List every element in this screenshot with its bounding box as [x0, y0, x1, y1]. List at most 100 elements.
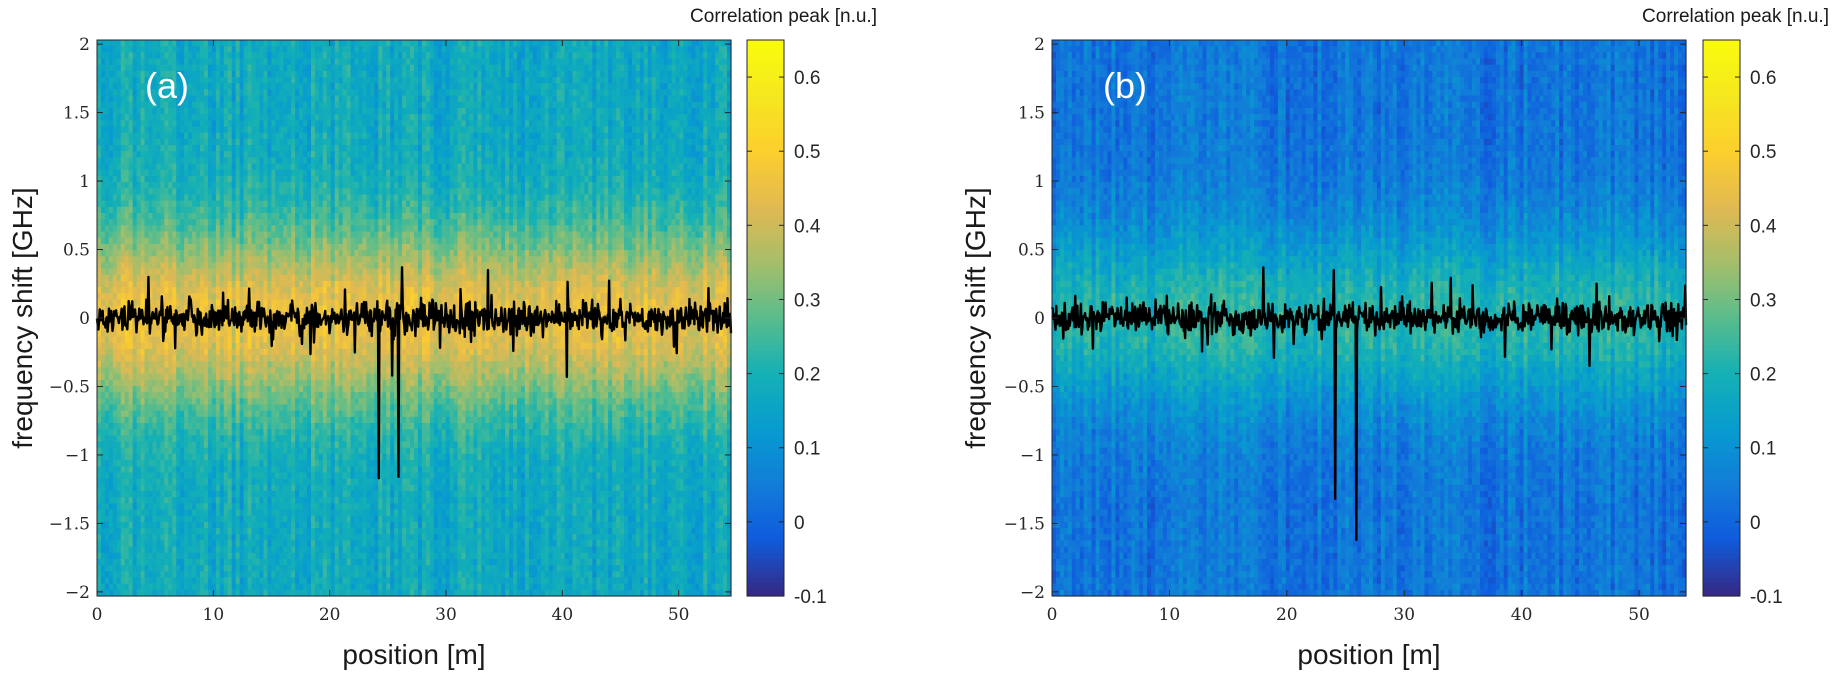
heatmap-cell — [184, 472, 189, 479]
heatmap-cell — [212, 466, 217, 473]
heatmap-cell — [263, 151, 268, 158]
heatmap-cell — [236, 367, 241, 374]
heatmap-cell — [141, 485, 146, 492]
heatmap-cell — [224, 238, 229, 245]
heatmap-cell — [164, 194, 169, 201]
heatmap-cell — [137, 225, 142, 232]
heatmap-cell — [145, 194, 150, 201]
heatmap-cell — [220, 244, 225, 251]
heatmap-cell — [224, 164, 229, 171]
heatmap-cell — [196, 201, 201, 208]
heatmap-cell — [129, 108, 134, 115]
heatmap-cell — [248, 262, 253, 269]
heatmap-cell — [117, 442, 122, 449]
heatmap-cell — [156, 108, 161, 115]
heatmap-cell — [212, 367, 217, 374]
heatmap-cell — [259, 65, 264, 72]
heatmap-cell — [220, 411, 225, 418]
heatmap-cell — [248, 411, 253, 418]
heatmap-cell — [200, 386, 205, 393]
heatmap-cell — [137, 442, 142, 449]
heatmap-cell — [256, 207, 261, 214]
heatmap-cell — [263, 565, 268, 572]
heatmap-cell — [220, 164, 225, 171]
heatmap-cell — [208, 238, 213, 245]
heatmap-cell — [240, 262, 245, 269]
heatmap-cell — [101, 491, 106, 498]
heatmap-cell — [204, 102, 209, 109]
heatmap-cell — [196, 503, 201, 510]
heatmap-cell — [224, 145, 229, 152]
heatmap-cell — [252, 398, 257, 405]
heatmap-cell — [97, 442, 102, 449]
heatmap-cell — [180, 491, 185, 498]
heatmap-cell — [252, 250, 257, 257]
heatmap-cell — [224, 287, 229, 294]
heatmap-cell — [113, 164, 118, 171]
heatmap-cell — [160, 151, 165, 158]
heatmap-cell — [212, 256, 217, 263]
heatmap-cell — [121, 207, 126, 214]
heatmap-cell — [149, 176, 154, 183]
heatmap-cell — [196, 510, 201, 517]
heatmap-cell — [125, 330, 130, 337]
heatmap-cell — [252, 238, 257, 245]
heatmap-cell — [204, 170, 209, 177]
heatmap-cell — [200, 225, 205, 232]
heatmap-cell — [244, 571, 249, 578]
heatmap-cell — [145, 250, 150, 257]
heatmap-cell — [105, 553, 110, 560]
heatmap-cell — [252, 139, 257, 146]
heatmap-cell — [160, 46, 165, 53]
heatmap-cell — [244, 491, 249, 498]
heatmap-cell — [172, 485, 177, 492]
heatmap-cell — [97, 472, 102, 479]
heatmap-cell — [180, 528, 185, 535]
heatmap-cell — [137, 40, 142, 47]
heatmap-cell — [248, 380, 253, 387]
heatmap-cell — [267, 571, 272, 578]
heatmap-cell — [145, 398, 150, 405]
heatmap-cell — [216, 114, 221, 121]
heatmap-cell — [152, 126, 157, 133]
heatmap-cell — [259, 293, 264, 300]
heatmap-cell — [212, 355, 217, 362]
heatmap-cell — [101, 77, 106, 84]
heatmap-cell — [263, 442, 268, 449]
heatmap-cell — [236, 571, 241, 578]
heatmap-cell — [204, 398, 209, 405]
heatmap-cell — [188, 442, 193, 449]
heatmap-cell — [232, 485, 237, 492]
heatmap-cell — [236, 139, 241, 146]
heatmap-cell — [256, 52, 261, 59]
heatmap-cell — [164, 355, 169, 362]
heatmap-cell — [129, 281, 134, 288]
heatmap-cell — [212, 102, 217, 109]
heatmap-cell — [145, 367, 150, 374]
heatmap-cell — [263, 343, 268, 350]
heatmap-cell — [244, 386, 249, 393]
heatmap-cell — [196, 349, 201, 356]
heatmap-cell — [129, 528, 134, 535]
heatmap-cell — [212, 479, 217, 486]
heatmap-cell — [129, 429, 134, 436]
heatmap-cell — [117, 65, 122, 72]
heatmap-cell — [196, 380, 201, 387]
heatmap-cell — [180, 188, 185, 195]
heatmap-cell — [228, 40, 233, 47]
heatmap-cell — [220, 392, 225, 399]
heatmap-cell — [97, 540, 102, 547]
heatmap-cell — [137, 349, 142, 356]
heatmap-cell — [192, 429, 197, 436]
heatmap-cell — [149, 151, 154, 158]
heatmap-cell — [133, 361, 138, 368]
heatmap-cell — [113, 293, 118, 300]
heatmap-cell — [236, 472, 241, 479]
heatmap-cell — [216, 479, 221, 486]
heatmap-cell — [196, 89, 201, 96]
heatmap-cell — [129, 114, 134, 121]
heatmap-cell — [267, 114, 272, 121]
heatmap-cell — [172, 52, 177, 59]
heatmap-cell — [117, 466, 122, 473]
heatmap-cell — [172, 262, 177, 269]
